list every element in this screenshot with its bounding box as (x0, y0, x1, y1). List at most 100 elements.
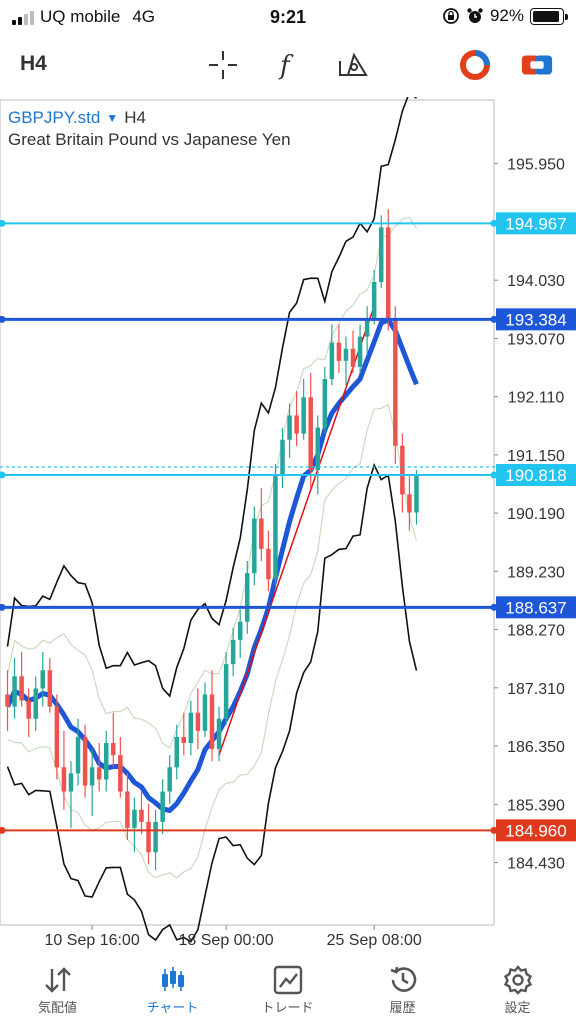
y-tick-label: 189.230 (507, 564, 565, 581)
alarm-icon (467, 8, 483, 23)
candle-body (19, 676, 24, 701)
crosshair-icon[interactable] (206, 48, 240, 82)
candle-body (378, 227, 384, 282)
y-tick-label: 188.270 (507, 623, 565, 640)
quotes-icon (0, 963, 115, 997)
candle-body (40, 670, 46, 689)
level-handle-left (0, 315, 6, 323)
tab-quotes[interactable]: 気配値 (0, 963, 115, 1016)
y-tick-label: 186.350 (507, 739, 565, 756)
level-handle-left (0, 219, 6, 227)
settings-icon (460, 963, 575, 997)
bottom-tab-bar: 気配値 チャート トレード 履歴 (0, 957, 576, 1024)
level-price-label: 188.637 (505, 598, 566, 617)
tab-history[interactable]: 履歴 (345, 963, 460, 1016)
symbol-dropdown-icon: ▼ (106, 111, 119, 125)
level-price-label: 193.384 (505, 310, 566, 329)
candle-body (230, 639, 236, 665)
timeframe-button[interactable]: H4 (20, 52, 47, 75)
candle-body (259, 518, 264, 549)
level-price-tag (496, 464, 576, 487)
candle-body (68, 773, 74, 792)
candle-body (132, 809, 137, 828)
candle-body (322, 379, 328, 428)
battery-level (533, 10, 559, 22)
y-tick-label: 187.310 (507, 681, 565, 698)
level-handle-right (490, 315, 498, 323)
tab-settings[interactable]: 設定 (460, 963, 575, 1016)
status-bar: UQ mobile 4G 9:21 92% (0, 0, 576, 36)
battery-icon (530, 7, 568, 25)
candle-body (400, 445, 405, 495)
candle-body (336, 342, 342, 361)
candle-body (33, 688, 38, 719)
symbol-header[interactable]: GBPJPY.std ▼ H4 (8, 108, 146, 128)
candle-body (266, 548, 271, 580)
candle-body (371, 281, 377, 319)
symbol-timeframe: H4 (124, 108, 146, 127)
candle-body (96, 767, 102, 780)
candle-body (47, 670, 53, 707)
level-handle-right (490, 826, 498, 834)
level-price-label: 184.960 (505, 821, 566, 840)
tab-chart[interactable]: チャート (115, 963, 230, 1016)
candle-body (237, 621, 243, 640)
chart-toolbar: H4 f (0, 36, 576, 94)
candle-body (350, 348, 356, 367)
candle-body (273, 476, 278, 580)
history-icon (345, 963, 460, 997)
level-price-label: 194.967 (505, 214, 566, 233)
candle-body (280, 439, 285, 477)
candle-body (111, 743, 116, 756)
horizontal-lines-layer: 194.967 193.384 190.818 188.637 184.960 (0, 212, 576, 842)
candle-body (357, 336, 363, 367)
candle-body (195, 712, 201, 731)
candle-body (54, 706, 60, 768)
candle-body (82, 736, 88, 786)
candle-body (153, 821, 158, 853)
tab-quotes-label: 気配値 (37, 1000, 77, 1015)
candle-body (252, 518, 257, 574)
candle-body (118, 755, 123, 792)
one-click-trading-icon[interactable] (520, 48, 554, 82)
function-icon[interactable]: f (272, 48, 306, 82)
trade-circle-icon[interactable] (458, 48, 492, 82)
candle-body (223, 664, 229, 719)
candle-body (5, 694, 10, 707)
candle-body (61, 767, 67, 792)
band-upper (6, 97, 417, 698)
trend-line (218, 306, 375, 756)
y-tick-label: 194.030 (507, 273, 565, 290)
candle-body (393, 318, 398, 446)
level-price-tag (496, 596, 576, 619)
candle-body (167, 767, 172, 792)
battery-percent: 92% (489, 6, 524, 25)
symbol-description: Great Britain Pound vs Japanese Yen (8, 130, 291, 149)
y-tick-label: 184.430 (507, 856, 565, 873)
x-tick-label: 18 Sep 00:00 (179, 932, 274, 949)
band-lower (6, 462, 418, 943)
candle-body (174, 736, 180, 768)
y-tick-label: 190.190 (507, 506, 565, 523)
candle-body (146, 821, 151, 853)
level-handle-left (0, 603, 6, 611)
objects-icon[interactable] (336, 48, 370, 82)
candle-body (12, 676, 17, 707)
candle-body (244, 573, 250, 622)
candle-body (315, 427, 321, 471)
y-tick-label: 185.390 (507, 797, 565, 814)
y-tick-label: 195.950 (507, 157, 565, 174)
candle-body (181, 736, 187, 744)
carrier-label: UQ mobile (40, 7, 121, 26)
candle-body (407, 494, 412, 513)
candle-body (294, 415, 299, 434)
y-tick-label: 193.070 (507, 331, 565, 348)
chart-icon (115, 963, 230, 997)
tab-trade[interactable]: トレード (230, 963, 345, 1016)
candle-body (139, 809, 144, 822)
candle-body (216, 718, 222, 750)
candle-body (75, 736, 81, 774)
price-chart[interactable]: 194.967 193.384 190.818 188.637 184.960 195.… (0, 97, 576, 957)
candle-body (89, 767, 95, 786)
x-tick-label: 25 Sep 08:00 (327, 932, 422, 949)
